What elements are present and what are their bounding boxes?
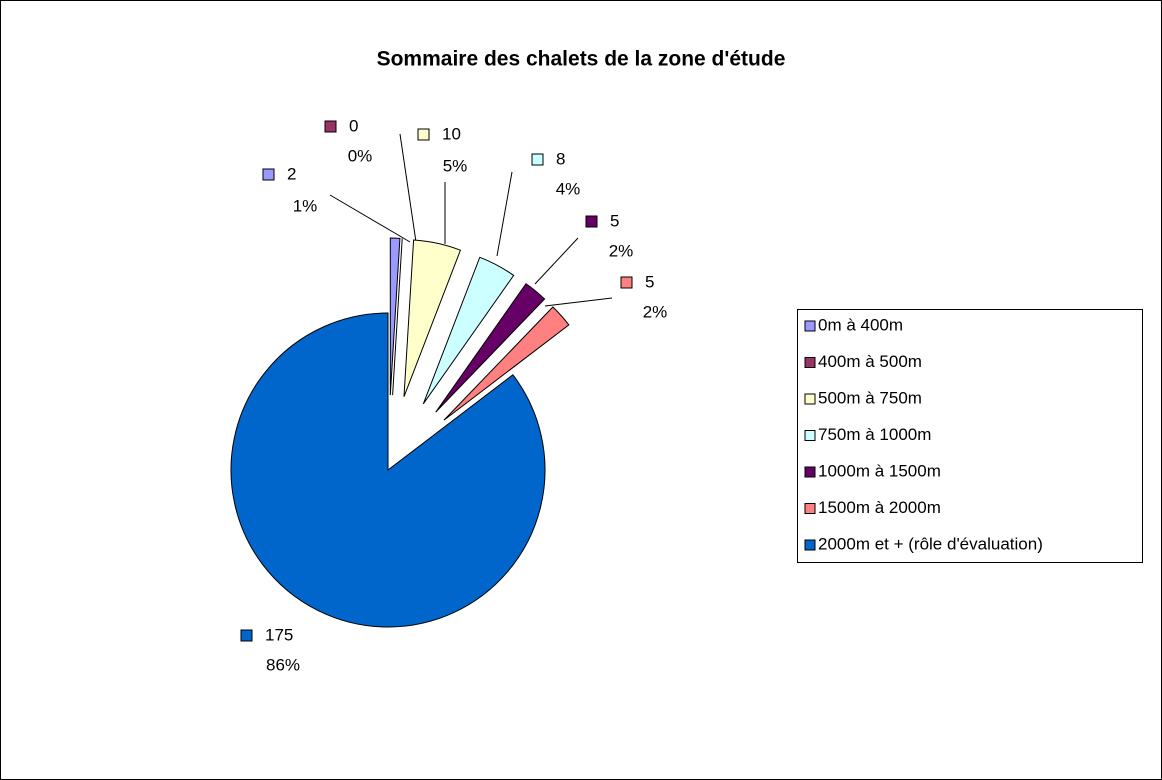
percent-label: 1%: [293, 196, 318, 215]
data-label: 8: [556, 149, 565, 168]
leader-line: [544, 297, 613, 307]
legend-key: [804, 357, 816, 368]
legend-label: 1000m à 1500m: [818, 461, 941, 480]
legend-key: [804, 393, 816, 405]
legend-label: 1500m à 2000m: [818, 498, 941, 517]
data-label: 5: [645, 272, 654, 291]
pie-slice: [392, 238, 403, 396]
label-key: [324, 120, 337, 133]
legend-box: [797, 309, 1143, 563]
percent-label: 2%: [609, 241, 634, 260]
legend-label: 500m à 750m: [818, 388, 922, 407]
pie-slice: [435, 283, 546, 413]
label-key: [620, 276, 633, 289]
legend-label: 0m à 400m: [818, 315, 903, 334]
data-label: 10: [442, 124, 461, 143]
label-key: [531, 153, 544, 166]
leader-line: [496, 171, 513, 257]
data-label: 2: [287, 164, 296, 183]
label-key: [262, 168, 275, 181]
legend-key: [804, 320, 816, 332]
data-label: 175: [265, 625, 293, 644]
label-key: [240, 629, 253, 642]
legend-key: [804, 503, 816, 514]
legend-label: 400m à 500m: [818, 352, 922, 371]
legend-key: [804, 430, 816, 441]
pie-slice: [403, 239, 462, 397]
legend-label: 2000m et + (rôle d'évaluation): [818, 534, 1043, 553]
leader-line: [399, 133, 417, 243]
percent-label: 2%: [643, 302, 668, 321]
chart-title: Sommaire des chalets de la zone d'étude: [377, 48, 786, 71]
leader-line: [534, 237, 579, 285]
pie-slice: [443, 306, 570, 421]
legend-key: [804, 539, 816, 551]
pie-slice: [389, 237, 401, 396]
percent-label: 5%: [443, 156, 468, 175]
legend-key: [804, 466, 816, 478]
label-key: [585, 215, 598, 228]
data-label: 5: [610, 211, 619, 230]
percent-label: 0%: [348, 146, 373, 165]
percent-label: 86%: [266, 655, 300, 674]
leader-line: [329, 194, 411, 243]
pie-slice: [230, 312, 546, 628]
pie-slice: [422, 256, 515, 405]
legend-label: 750m à 1000m: [818, 425, 931, 444]
data-label: 0: [349, 116, 358, 135]
percent-label: 4%: [556, 179, 581, 198]
label-key: [417, 128, 430, 141]
